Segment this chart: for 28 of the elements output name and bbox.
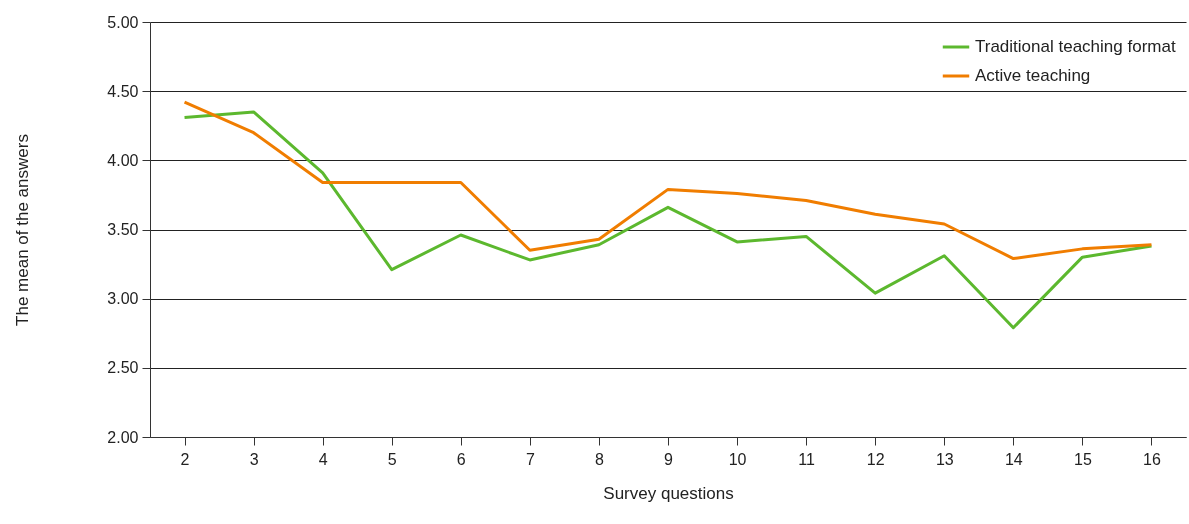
x-tick-label: 4 [318, 450, 328, 468]
x-tick-label: 11 [798, 450, 816, 468]
x-tick-label: 6 [456, 450, 466, 468]
x-tick-label: 15 [1074, 450, 1092, 468]
x-tick-label: 7 [525, 450, 535, 468]
line-series [183, 100, 1153, 261]
x-tick-label: 14 [1004, 450, 1023, 468]
legend-label: Traditional teaching format [975, 37, 1176, 56]
x-tick-label: 8 [594, 450, 604, 468]
x-tick-label: 9 [664, 450, 674, 468]
y-tick-label: 2.00 [107, 428, 139, 446]
x-axis-title: Survey questions [603, 483, 734, 503]
x-tick-label: 13 [935, 450, 954, 468]
y-tick-label: 5.00 [107, 13, 139, 31]
x-tick-label: 2 [180, 450, 190, 468]
x-tick-label: 16 [1143, 450, 1161, 468]
x-tick-label: 3 [249, 450, 259, 468]
x-tick-label: 12 [866, 450, 885, 468]
y-tick-label: 4.00 [107, 151, 139, 169]
y-tick-label: 3.00 [107, 290, 139, 308]
line-series [183, 110, 1153, 330]
x-tick-label: 10 [728, 450, 747, 468]
y-axis-title: The mean of the answers [13, 134, 33, 326]
x-tick-label: 5 [387, 450, 397, 468]
y-tick-label: 2.50 [107, 359, 139, 377]
y-tick-label: 4.50 [107, 82, 139, 100]
legend-label: Active teaching [975, 66, 1091, 85]
y-tick-label: 3.50 [107, 221, 139, 238]
